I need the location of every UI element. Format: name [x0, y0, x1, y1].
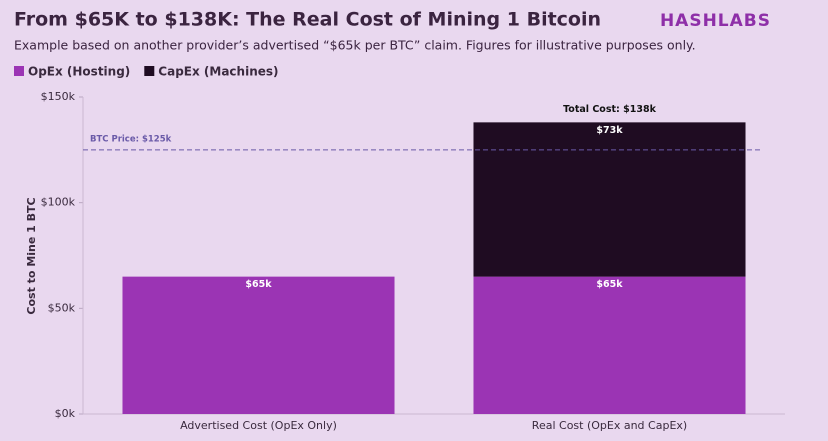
- y-tick-label: $100k: [41, 196, 76, 209]
- y-tick-label: $0k: [55, 407, 76, 420]
- value-label: $73k: [596, 125, 623, 136]
- legend-swatch: [144, 66, 155, 76]
- legend-label: OpEx (Hosting): [28, 65, 130, 79]
- bar-segment: [473, 122, 746, 277]
- total-label: Total Cost: $138k: [563, 104, 657, 115]
- x-tick-label: Real Cost (OpEx and CapEx): [532, 419, 687, 432]
- reference-label: BTC Price: $125k: [90, 134, 172, 144]
- y-tick-label: $150k: [41, 90, 76, 103]
- legend-label: CapEx (Machines): [158, 65, 278, 79]
- value-label: $65k: [245, 279, 272, 290]
- bar-segment: [122, 276, 395, 414]
- value-label: $65k: [596, 279, 623, 290]
- x-tick-label: Advertised Cost (OpEx Only): [180, 419, 337, 432]
- y-axis-label: Cost to Mine 1 BTC: [25, 197, 38, 314]
- legend-swatch: [14, 66, 24, 76]
- chart-subtitle: Example based on another provider’s adve…: [14, 38, 696, 53]
- bar-segment: [473, 276, 746, 414]
- brand-logo: HASHLABS: [660, 11, 771, 31]
- chart-title: From $65K to $138K: The Real Cost of Min…: [14, 9, 601, 31]
- y-tick-label: $50k: [48, 301, 76, 314]
